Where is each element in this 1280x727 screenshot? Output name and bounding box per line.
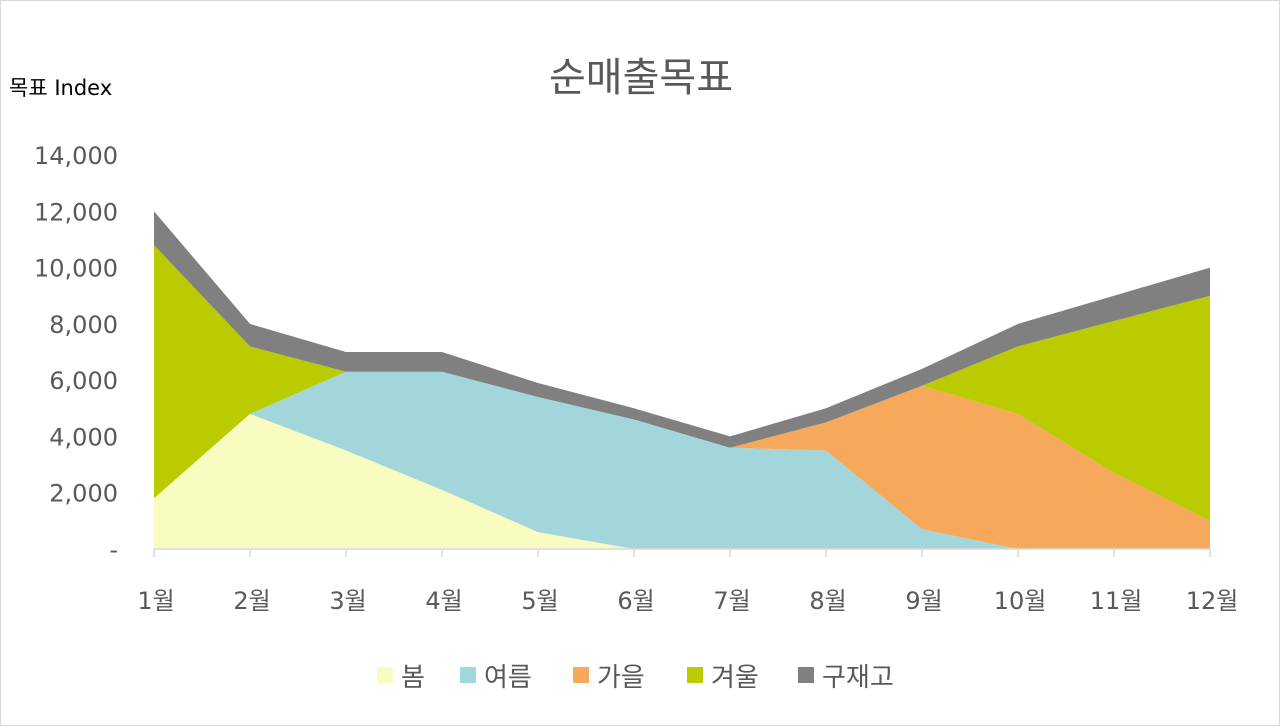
x-tick-label: 5월 [521, 587, 558, 615]
legend: 봄 여름 가을 겨울 구재고 [377, 663, 894, 693]
legend-swatch-1 [377, 667, 393, 683]
y-tick-label: - [109, 536, 118, 564]
x-tick-label: 3월 [329, 587, 366, 615]
legend-label-5: 구재고 [822, 663, 894, 693]
area-series-4 [154, 245, 1210, 521]
y-tick-label: 4,000 [49, 423, 118, 451]
legend-label-2: 여름 [484, 663, 532, 693]
x-tick-label: 6월 [617, 587, 654, 615]
x-tick-label: 9월 [905, 587, 942, 615]
x-tick-label: 10월 [994, 587, 1047, 615]
y-tick-label: 14,000 [34, 142, 118, 170]
x-tick-label: 2월 [233, 587, 270, 615]
chart-title: 순매출목표 [549, 55, 733, 101]
axes-layer: 1월 2월 3월 4월 5월 6월 7월 8월 9월 10월 11월 12월 - 2,000 4,000 6,… [34, 142, 1238, 615]
y-tick-label: 2,000 [49, 480, 118, 508]
x-tick-label: 11월 [1090, 587, 1143, 615]
legend-swatch-3 [573, 667, 589, 683]
y-tick-label: 12,000 [34, 198, 118, 226]
area-series-3 [154, 371, 1210, 549]
legend-swatch-4 [687, 667, 703, 683]
x-tick-label: 4월 [425, 587, 462, 615]
legend-label-1: 봄 [401, 663, 425, 693]
legend-swatch-2 [460, 667, 476, 683]
y-tick-label: 6,000 [49, 367, 118, 395]
y-axis-label: 목표 Index [9, 76, 112, 100]
y-tick-label: 8,000 [49, 311, 118, 339]
x-tick-label: 8월 [809, 587, 846, 615]
area-layer [154, 211, 1210, 549]
y-tick-label: 10,000 [34, 255, 118, 283]
legend-label-3: 가을 [597, 663, 645, 693]
x-tick-label: 12월 [1186, 587, 1239, 615]
x-tick-label: 1월 [137, 587, 174, 615]
x-tick-label: 7월 [713, 587, 750, 615]
area-series-2 [154, 371, 1210, 549]
legend-label-4: 겨울 [711, 663, 759, 693]
legend-swatch-5 [798, 667, 814, 683]
area-series-1 [154, 413, 1210, 549]
